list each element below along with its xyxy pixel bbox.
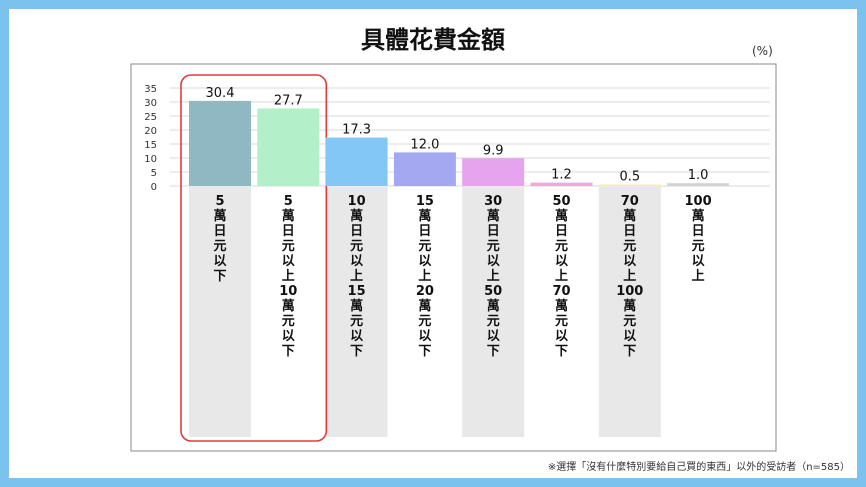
plot-frame <box>130 63 777 452</box>
label-column-bg <box>598 187 661 437</box>
footnote: ※選擇「沒有什麼特別要給自己買的東西」以外的受訪者（n=585） <box>547 462 850 473</box>
x-tick-label: 15 萬日元以上 20 萬元以下 <box>416 194 434 359</box>
x-tick-label: 5 萬日元以下 <box>213 194 226 284</box>
bar <box>325 137 388 186</box>
data-label: 1.0 <box>688 168 709 183</box>
y-tick-label: 5 <box>151 168 157 179</box>
y-tick-label: 15 <box>144 140 157 151</box>
data-label: 27.7 <box>274 93 303 108</box>
bar <box>530 182 593 186</box>
y-tick-label: 25 <box>144 112 157 123</box>
label-column-bg <box>325 187 388 437</box>
highlight-box <box>180 74 328 442</box>
data-label: 30.4 <box>206 86 235 101</box>
data-label: 9.9 <box>483 143 504 158</box>
bar <box>257 108 320 186</box>
data-label: 1.2 <box>551 168 572 183</box>
y-tick-label: 20 <box>144 126 157 137</box>
y-tick-label: 10 <box>144 154 157 165</box>
bar <box>393 152 456 186</box>
chart-title: 具體花費金額 <box>361 26 505 54</box>
bar <box>189 100 251 186</box>
chart-card <box>9 9 857 478</box>
bar <box>667 183 730 186</box>
label-column-bg <box>462 187 525 437</box>
unit-label: (%) <box>752 44 773 58</box>
x-tick-label: 30 萬日元以上 50 萬元以下 <box>484 194 502 359</box>
x-tick-label: 70 萬日元以上 100 萬元以下 <box>616 194 643 359</box>
x-tick-label: 50 萬日元以上 70 萬元以下 <box>552 194 570 359</box>
data-label: 12.0 <box>410 137 439 152</box>
label-column-bg <box>189 187 251 437</box>
y-tick-label: 35 <box>144 84 157 95</box>
data-label: 0.5 <box>619 170 640 185</box>
bar <box>598 184 661 186</box>
y-tick-label: 0 <box>151 182 157 193</box>
y-tick-label: 30 <box>144 98 157 109</box>
x-tick-label: 5 萬日元以上 10 萬元以下 <box>279 194 297 359</box>
x-tick-label: 10 萬日元以上 15 萬元以下 <box>348 194 366 359</box>
bar <box>462 158 525 186</box>
x-tick-label: 100 萬日元以上 <box>685 194 712 284</box>
data-label: 17.3 <box>342 123 371 138</box>
